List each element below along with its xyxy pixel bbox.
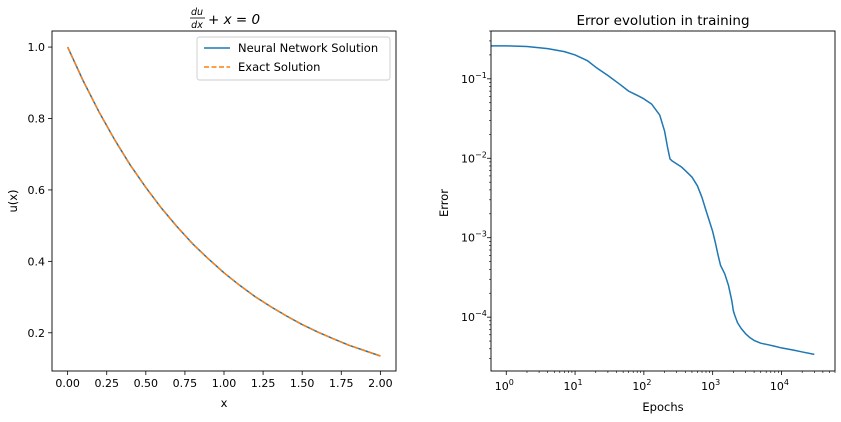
error-x-tick-label: 103 bbox=[701, 378, 720, 393]
title-fraction-numerator: du bbox=[191, 7, 203, 18]
solution-axes-frame bbox=[51, 30, 397, 372]
solution-x-tick-label: 0.00 bbox=[55, 377, 80, 390]
solution-title: du bbox=[191, 7, 203, 18]
solution-y-axis-label: u(x) bbox=[6, 189, 20, 212]
solution-y-tick-label: 1.0 bbox=[28, 41, 46, 54]
error-x-axis-label: Epochs bbox=[642, 400, 683, 414]
solution-x-axis-label: x bbox=[221, 396, 228, 410]
legend-label-exact: Exact Solution bbox=[238, 60, 320, 74]
error-title: Error evolution in training bbox=[576, 13, 749, 29]
legend-label-nn: Neural Network Solution bbox=[238, 41, 378, 55]
title-fraction-denominator: dx bbox=[191, 20, 203, 31]
error-x-tick-label: 101 bbox=[564, 378, 583, 393]
error-x-tick-label: 100 bbox=[495, 378, 514, 393]
solution-y-tick-label: 0.4 bbox=[28, 255, 46, 268]
solution-x-ticks: 0.00 0.25 0.50 0.75 1.00 1.25 1.50 1.75 2.00 bbox=[55, 371, 393, 390]
solution-y-tick-label: 0.2 bbox=[28, 327, 46, 340]
error-plot-area bbox=[491, 45, 815, 356]
solution-x-tick-label: 1.75 bbox=[329, 377, 354, 390]
error-curve bbox=[491, 45, 815, 356]
solution-y-tick-label: 0.8 bbox=[28, 113, 46, 126]
title-equation-rest: + x = 0 bbox=[208, 12, 260, 28]
solution-chart: 0.00 0.25 0.50 0.75 1.00 1.25 1.50 1.75 2.00 0.2… bbox=[6, 7, 397, 410]
error-chart: 100 101 102 103 104 10−1 10−2 10−3 10−4 Error e… bbox=[437, 13, 836, 414]
solution-x-tick-label: 1.25 bbox=[251, 377, 276, 390]
error-x-tick-label: 104 bbox=[770, 378, 789, 393]
error-y-axis-label: Error bbox=[437, 189, 451, 217]
error-y-ticks: 10−1 10−2 10−3 10−4 bbox=[461, 30, 491, 359]
solution-x-tick-label: 0.75 bbox=[173, 377, 198, 390]
error-y-tick-label: 10−3 bbox=[461, 230, 487, 245]
error-y-tick-label: 10−4 bbox=[461, 309, 487, 324]
solution-plot-area bbox=[66, 46, 381, 357]
solution-x-tick-label: 0.50 bbox=[134, 377, 159, 390]
error-x-ticks: 100 101 102 103 104 bbox=[495, 371, 836, 393]
error-x-tick-label: 102 bbox=[632, 378, 651, 393]
solution-x-tick-label: 1.00 bbox=[212, 377, 237, 390]
exact-solution-line bbox=[66, 46, 381, 357]
solution-y-ticks: 0.2 0.4 0.6 0.8 1.0 bbox=[28, 41, 52, 340]
error-axes-frame bbox=[490, 30, 836, 372]
legend-box bbox=[196, 36, 391, 81]
error-y-tick-label: 10−2 bbox=[461, 150, 487, 165]
solution-x-tick-label: 0.25 bbox=[94, 377, 119, 390]
solution-x-tick-label: 1.50 bbox=[290, 377, 315, 390]
solution-x-tick-label: 2.00 bbox=[368, 377, 393, 390]
solution-y-tick-label: 0.6 bbox=[28, 184, 46, 197]
legend: Neural Network Solution Exact Solution bbox=[196, 36, 391, 81]
error-y-tick-label: 10−1 bbox=[461, 71, 487, 86]
